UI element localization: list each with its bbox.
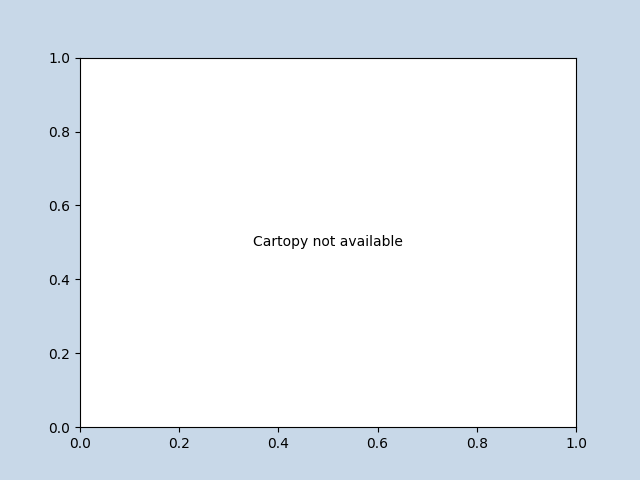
Text: Cartopy not available: Cartopy not available xyxy=(253,235,403,250)
